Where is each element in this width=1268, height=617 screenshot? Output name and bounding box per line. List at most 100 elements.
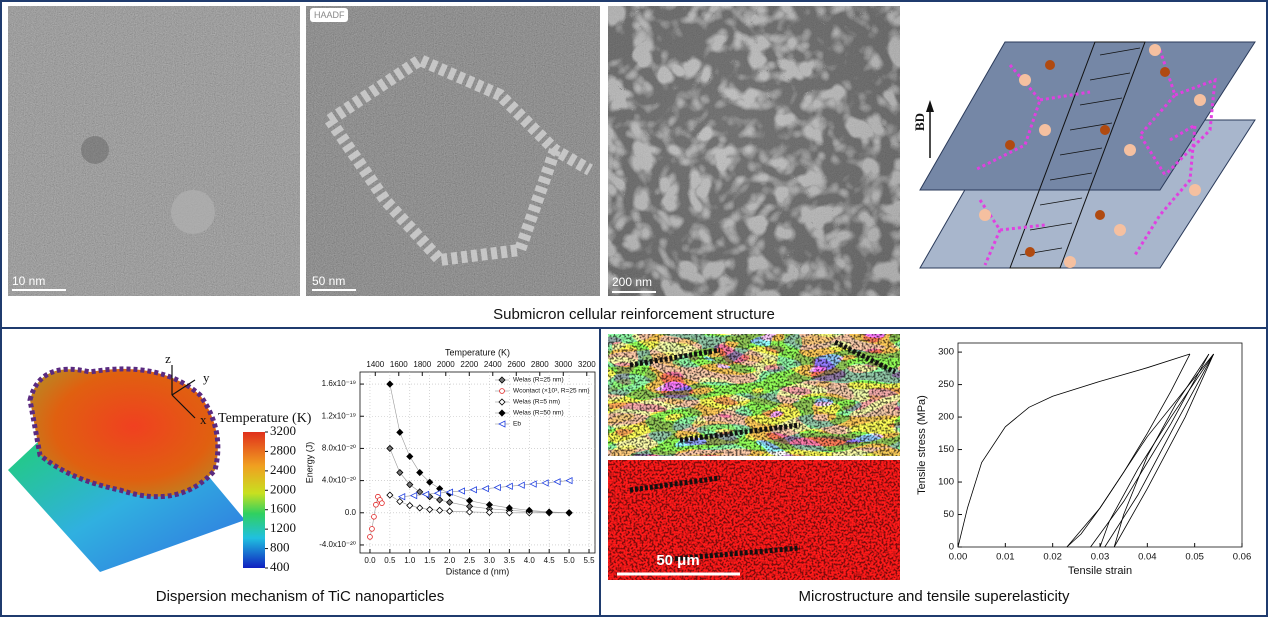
marker	[446, 507, 454, 515]
caption: Dispersion mechanism of TiC nanoparticle…	[156, 588, 444, 605]
scale-bar-label: 10 nm	[12, 274, 45, 288]
x-tick-label: 0.01	[996, 552, 1015, 563]
colorbar-tick-label: 2000	[270, 481, 296, 496]
legend-marker	[498, 420, 506, 428]
y-tick-label: 8.0x10⁻²⁰	[322, 444, 356, 453]
marker	[525, 506, 533, 514]
marker	[406, 501, 414, 510]
y-tick-label: 200	[938, 412, 954, 423]
marker	[505, 509, 513, 517]
y-axis-label: Energy (J)	[304, 442, 314, 484]
scale-bar-label: 50 nm	[312, 274, 345, 288]
series-line	[1104, 353, 1214, 548]
marker	[379, 500, 385, 506]
x-tick-label: 0.06	[1233, 552, 1252, 563]
axis-label: x	[200, 412, 207, 427]
marker	[553, 478, 561, 486]
marker	[493, 483, 501, 492]
x-tick-label: 0.5	[384, 556, 396, 565]
phase-map-specks	[608, 460, 900, 580]
legend-label: Wcontact (×10³, R=25 nm)	[513, 388, 590, 395]
marker	[396, 428, 404, 436]
marker	[541, 479, 549, 487]
marker	[386, 444, 394, 452]
x2-tick-label: 1800	[413, 360, 431, 369]
y-tick-label: 50	[943, 509, 954, 520]
x-axis-label: Distance d (nm)	[446, 567, 510, 577]
y-tick-label: -4.0x10⁻²⁰	[319, 540, 356, 549]
x-tick-label: 3.0	[484, 556, 496, 565]
y-tick-label: 0	[949, 542, 954, 553]
x-tick-label: 4.0	[524, 556, 536, 565]
x-tick-label: 0.02	[1043, 552, 1062, 563]
marker	[396, 468, 404, 477]
cell-image	[608, 6, 900, 296]
marker	[426, 505, 434, 514]
colorbar-title: Temperature (K)	[218, 411, 312, 426]
x-tick-label: 5.5	[583, 556, 595, 565]
x-tick-label: 5.0	[564, 556, 576, 565]
crack	[629, 339, 897, 563]
series-line	[1099, 353, 1214, 548]
legend-label: Welas (R=25 nm)	[513, 377, 564, 384]
marker	[433, 489, 442, 497]
marker	[505, 504, 513, 512]
marker	[485, 508, 494, 516]
y-tick-label: 1.6x10⁻¹⁹	[322, 379, 356, 388]
colorbar-tick-label: 2800	[270, 442, 296, 457]
marker	[373, 501, 379, 508]
cell-schematic	[919, 41, 1256, 269]
marker	[416, 468, 424, 477]
marker	[465, 508, 474, 516]
marker	[565, 509, 573, 517]
marker	[445, 488, 454, 496]
marker	[386, 380, 394, 388]
x2-tick-label: 2000	[437, 360, 455, 369]
axis-label: y	[203, 370, 210, 385]
colorbar-tick-label: 1600	[270, 501, 296, 516]
legend-label: Welas (R=50 nm)	[513, 410, 564, 417]
x2-tick-label: 1400	[366, 360, 384, 369]
y-tick-label: 0.0	[345, 508, 357, 517]
colorbar-tick-label: 1200	[270, 520, 296, 535]
grain-map-specks	[608, 334, 900, 456]
colorbar-tick-label: 2400	[270, 462, 296, 477]
legend-label: Welas (R=5 nm)	[513, 399, 560, 406]
x2-tick-label: 3200	[578, 360, 596, 369]
marker	[416, 504, 424, 512]
scale-bar-label: 50 μm	[656, 552, 699, 569]
thermal-model	[8, 365, 265, 572]
marker	[529, 480, 537, 488]
colorbar-tick-label: 800	[270, 540, 290, 555]
x-tick-label: 1.5	[424, 556, 436, 565]
x2-tick-label: 2200	[460, 360, 478, 369]
axis-label: z	[165, 351, 171, 366]
plot-area	[359, 371, 596, 554]
x2-tick-label: 2800	[531, 360, 549, 369]
x-tick-label: 0.05	[1185, 552, 1204, 563]
x-tick-label: 0.04	[1138, 552, 1157, 563]
x2-axis-label: Temperature (K)	[445, 347, 510, 357]
legend-marker	[498, 409, 506, 417]
marker	[517, 481, 525, 489]
marker	[426, 478, 434, 486]
colorbar-tick-label: 400	[270, 559, 290, 574]
x2-tick-label: 1600	[390, 360, 408, 369]
marker	[406, 452, 414, 461]
marker	[545, 508, 553, 516]
series-line	[1113, 353, 1210, 548]
x-tick-label: 0.03	[1091, 552, 1110, 563]
colorbar-tick-label: 3200	[270, 423, 296, 438]
marker	[406, 481, 414, 489]
marker	[446, 498, 454, 506]
marker	[436, 496, 444, 504]
y-tick-label: 250	[938, 379, 954, 390]
legend-label: Eb	[513, 421, 521, 428]
legend-marker	[498, 398, 506, 406]
legend-marker	[499, 388, 505, 394]
x-tick-label: 3.5	[504, 556, 516, 565]
x-tick-label: 0.00	[949, 552, 968, 563]
marker	[367, 534, 373, 540]
